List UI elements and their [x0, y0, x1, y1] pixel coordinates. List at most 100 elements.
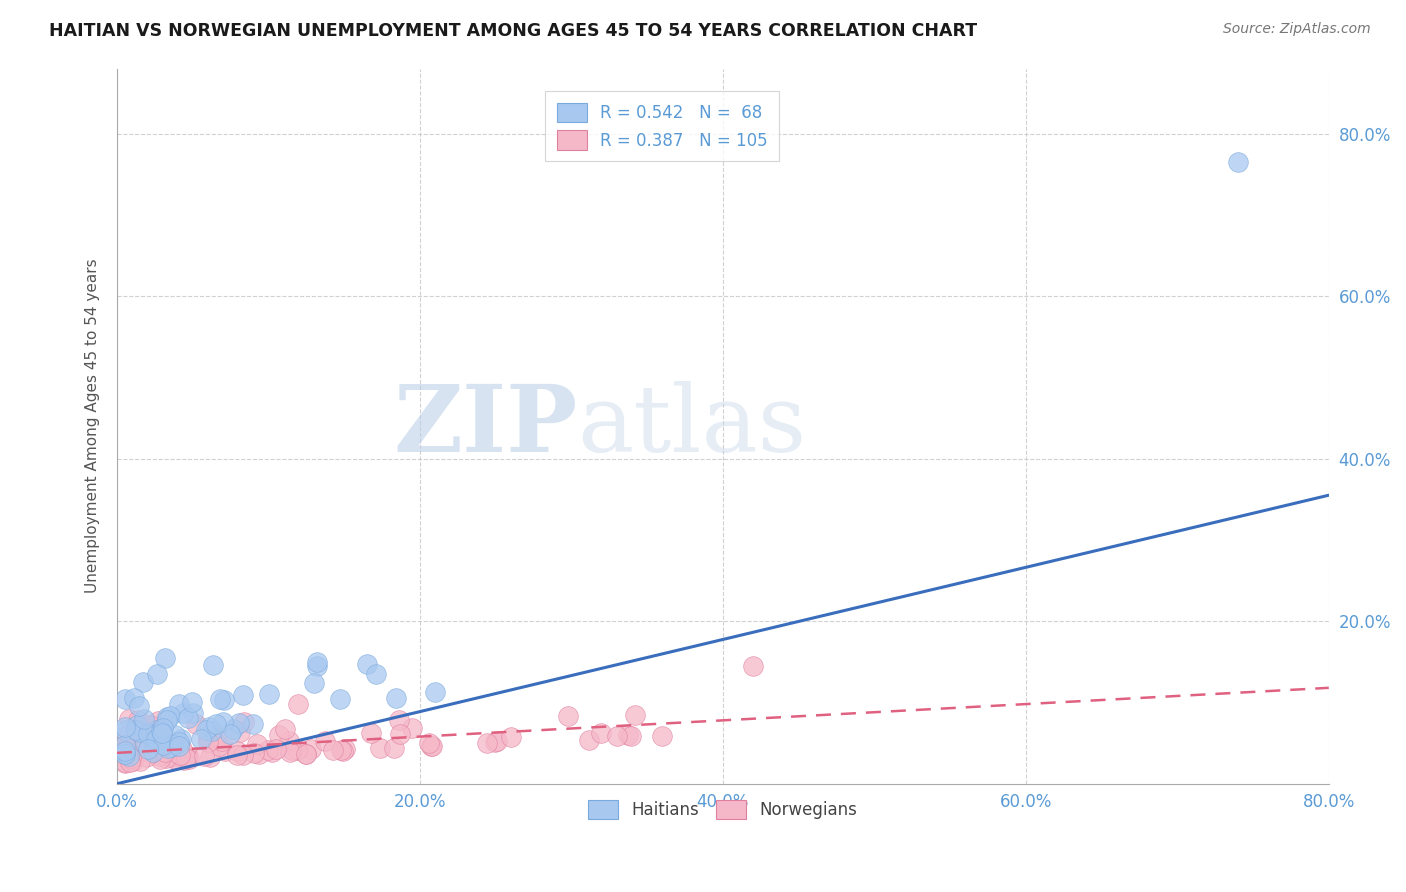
Point [114, 691, 136, 706]
Point [356, 657, 378, 671]
Point [389, 726, 412, 740]
Point [212, 693, 235, 707]
Point [125, 723, 148, 737]
Point [118, 712, 141, 726]
Point [501, 730, 523, 744]
Point [149, 752, 172, 766]
Point [370, 741, 392, 756]
Point [167, 734, 190, 748]
Point [1226, 155, 1249, 169]
Point [150, 737, 173, 751]
Point [281, 743, 304, 757]
Point [114, 741, 136, 756]
Point [299, 742, 322, 756]
Point [233, 714, 256, 729]
Point [169, 747, 191, 762]
Point [146, 667, 169, 681]
Point [125, 718, 148, 732]
Legend: Haitians, Norwegians: Haitians, Norwegians [582, 793, 865, 825]
Point [225, 748, 247, 763]
Point [484, 735, 506, 749]
Point [278, 734, 301, 748]
Point [115, 739, 138, 754]
Point [208, 739, 231, 754]
Point [232, 688, 254, 702]
Point [329, 691, 352, 706]
Point [167, 739, 190, 753]
Point [135, 750, 157, 764]
Point [129, 742, 152, 756]
Point [150, 724, 173, 739]
Point [155, 751, 177, 765]
Point [146, 737, 169, 751]
Point [163, 738, 186, 752]
Point [159, 709, 181, 723]
Point [128, 745, 150, 759]
Point [179, 752, 201, 766]
Point [138, 721, 160, 735]
Point [477, 736, 499, 750]
Point [128, 741, 150, 756]
Point [205, 716, 228, 731]
Point [401, 721, 423, 735]
Point [115, 744, 138, 758]
Point [201, 724, 224, 739]
Point [211, 734, 233, 748]
Point [118, 749, 141, 764]
Point [198, 721, 221, 735]
Point [167, 698, 190, 712]
Point [190, 732, 212, 747]
Point [145, 723, 167, 737]
Point [214, 744, 236, 758]
Point [273, 722, 295, 736]
Point [485, 734, 508, 748]
Point [360, 726, 382, 740]
Point [651, 729, 673, 743]
Point [114, 720, 136, 734]
Point [165, 752, 187, 766]
Point [267, 728, 290, 742]
Point [180, 695, 202, 709]
Point [229, 724, 252, 739]
Point [246, 737, 269, 751]
Point [221, 722, 243, 736]
Text: atlas: atlas [578, 381, 807, 471]
Point [173, 753, 195, 767]
Point [114, 756, 136, 770]
Point [160, 739, 183, 754]
Point [152, 721, 174, 735]
Point [578, 732, 600, 747]
Point [333, 741, 356, 756]
Point [197, 734, 219, 748]
Point [247, 747, 270, 761]
Point [314, 734, 336, 748]
Point [205, 731, 228, 745]
Point [195, 723, 218, 737]
Point [131, 728, 153, 742]
Text: ZIP: ZIP [394, 381, 578, 471]
Point [419, 739, 441, 753]
Point [305, 655, 328, 669]
Point [228, 716, 250, 731]
Point [157, 740, 180, 755]
Point [193, 748, 215, 763]
Point [117, 746, 139, 760]
Point [382, 741, 405, 756]
Point [184, 716, 207, 731]
Point [170, 742, 193, 756]
Point [156, 713, 179, 727]
Point [114, 723, 136, 738]
Point [145, 731, 167, 746]
Point [146, 723, 169, 738]
Point [218, 726, 240, 740]
Point [132, 675, 155, 690]
Point [122, 691, 145, 706]
Point [388, 713, 411, 727]
Point [420, 739, 443, 753]
Point [127, 713, 149, 727]
Point [114, 747, 136, 761]
Point [287, 698, 309, 712]
Point [304, 676, 326, 690]
Point [156, 710, 179, 724]
Point [149, 736, 172, 750]
